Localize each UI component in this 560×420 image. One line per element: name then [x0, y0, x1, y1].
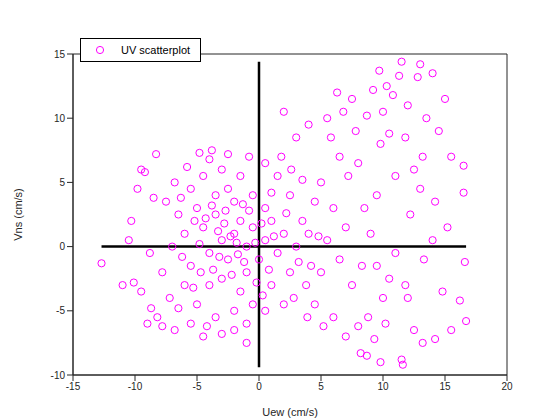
svg-text:15: 15	[439, 381, 451, 392]
html-text:UV scatterplot: UV scatterplot	[121, 44, 191, 56]
svg-text:0: 0	[256, 381, 262, 392]
svg-text:0: 0	[59, 241, 65, 252]
svg-text:-10: -10	[51, 370, 66, 381]
svg-text:10: 10	[377, 381, 389, 392]
svg-text:20: 20	[501, 381, 513, 392]
svg-text:-5: -5	[193, 381, 202, 392]
svg-text:5: 5	[59, 177, 65, 188]
svg-text:Uew (cm/s): Uew (cm/s)	[262, 406, 318, 418]
svg-text:Vns (cm/s): Vns (cm/s)	[12, 188, 24, 241]
svg-text:-10: -10	[128, 381, 143, 392]
svg-text:15: 15	[54, 49, 66, 60]
svg-text:10: 10	[54, 113, 66, 124]
svg-text:5: 5	[318, 381, 324, 392]
svg-text:-5: -5	[56, 305, 65, 316]
svg-text:-15: -15	[66, 381, 81, 392]
